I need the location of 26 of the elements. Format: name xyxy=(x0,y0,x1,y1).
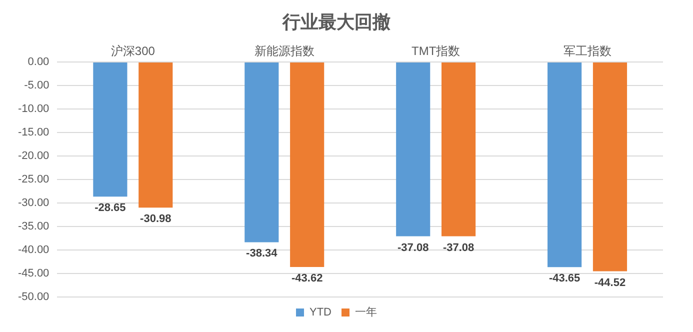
data-label: -43.65 xyxy=(548,272,580,285)
x-tick-label: 军工指数 xyxy=(563,44,612,58)
y-tick-label: -25.00 xyxy=(18,174,50,186)
x-tick-label: 沪深300 xyxy=(110,44,156,58)
y-tick-label: -50.00 xyxy=(18,291,50,304)
data-label: -38.34 xyxy=(246,248,278,260)
data-label: -28.65 xyxy=(94,202,126,214)
y-tick-label: -5.00 xyxy=(24,80,50,92)
y-tick-label: -20.00 xyxy=(18,150,50,162)
legend-label: 一年 xyxy=(355,306,377,319)
y-tick-label: -40.00 xyxy=(18,244,50,256)
x-tick-label: TMT指数 xyxy=(411,44,460,58)
y-tick-label: 0.00 xyxy=(28,56,50,68)
chart-title: 行业最大回撤 xyxy=(282,12,390,32)
data-label: -44.52 xyxy=(594,276,626,289)
y-tick-label: -45.00 xyxy=(18,268,50,280)
data-label: -37.08 xyxy=(442,242,474,254)
x-tick-label: 新能源指数 xyxy=(254,44,314,58)
data-label: -37.08 xyxy=(398,242,429,254)
y-tick-label: -35.00 xyxy=(18,220,50,233)
y-tick-label: -15.00 xyxy=(18,126,50,139)
data-label: -30.98 xyxy=(140,213,172,226)
data-label: -43.62 xyxy=(291,272,323,285)
legend-label: YTD xyxy=(310,306,332,319)
y-tick-label: -30.00 xyxy=(18,197,50,210)
y-tick-label: -10.00 xyxy=(18,103,50,116)
